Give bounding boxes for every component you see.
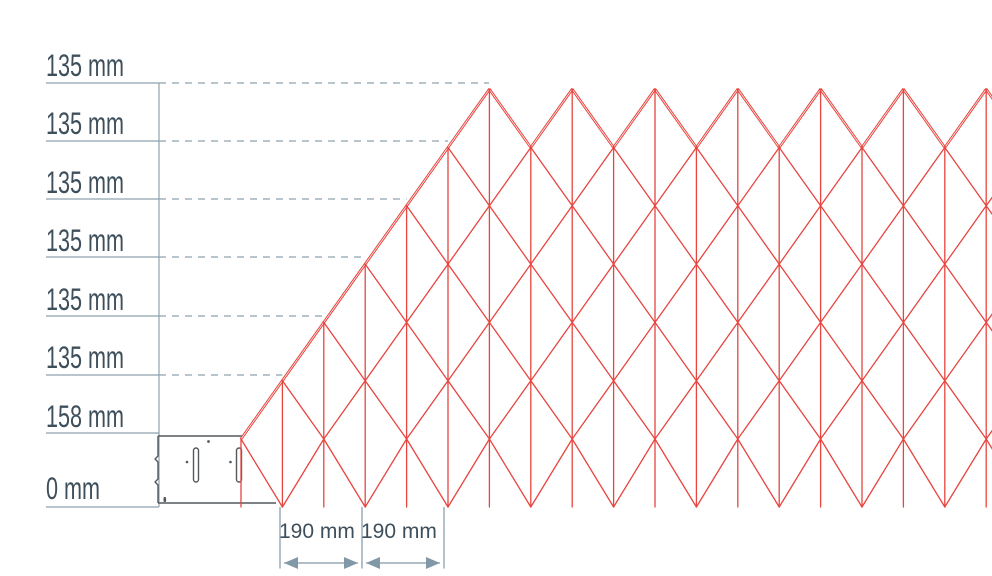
- svg-text:190 mm: 190 mm: [279, 520, 355, 543]
- svg-text:190 mm: 190 mm: [361, 520, 437, 543]
